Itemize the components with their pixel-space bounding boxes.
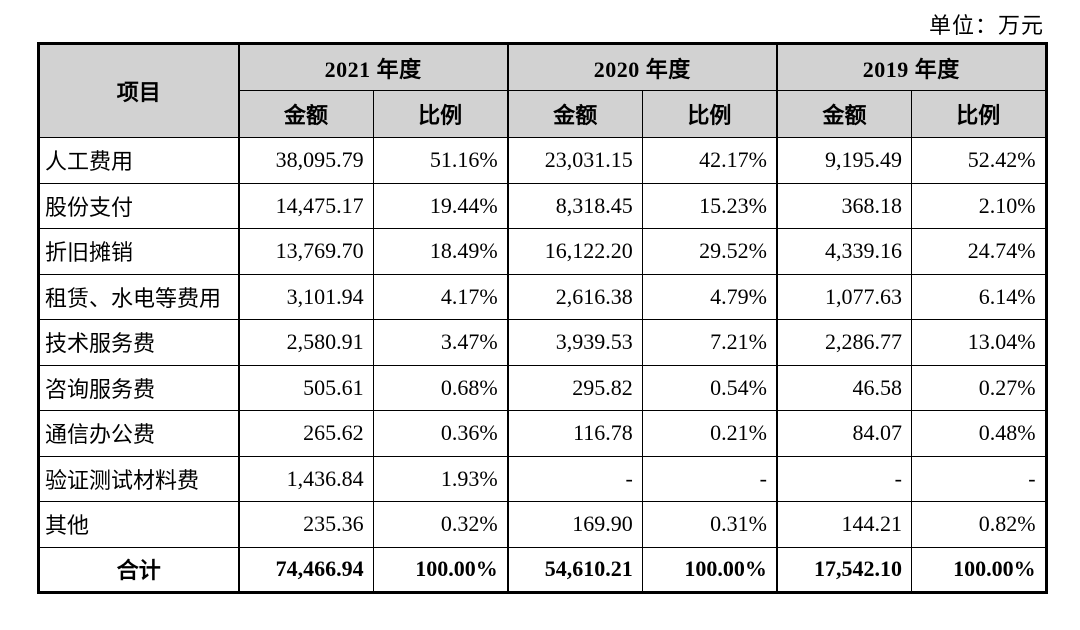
cell-ratio-2021: 51.16% [372,137,509,184]
cell-ratio-2021: 18.49% [372,228,509,275]
column-header-item: 项目 [38,43,240,138]
row-item-label: 租赁、水电等费用 [38,273,240,320]
column-header-amount-2020: 金额 [506,90,643,138]
cell-amount-2021: 1,436.84 [237,455,374,502]
cell-ratio-2019: 0.48% [911,410,1047,457]
cell-amount-2019: 46.58 [775,364,912,411]
total-label: 合计 [38,546,240,593]
total-ratio-2021: 100.00% [372,546,509,593]
cell-amount-2021: 38,095.79 [237,137,374,184]
table-row: 通信办公费 265.62 0.36% 116.78 0.21% 84.07 0.… [38,410,1047,457]
table-row: 验证测试材料费 1,436.84 1.93% - - - - [38,455,1047,502]
total-amount-2020: 54,610.21 [506,546,643,593]
column-header-amount-2021: 金额 [237,90,374,138]
cell-amount-2019: 1,077.63 [775,273,912,320]
column-header-ratio-2020: 比例 [641,90,778,138]
cell-ratio-2020: 29.52% [641,228,778,275]
unit-label: 单位：万元 [928,13,1044,38]
cell-ratio-2020: 15.23% [641,182,778,229]
table-row-total: 合计 74,466.94 100.00% 54,610.21 100.00% 1… [38,546,1047,593]
header-row-subcolumns: 金额 比例 金额 比例 金额 比例 [39,90,1047,138]
row-item-label: 技术服务费 [38,319,240,366]
cell-amount-2021: 235.36 [237,501,374,548]
header-row-years: 项目 2021 年度 2020 年度 2019 年度 [38,43,1047,138]
column-header-year-2019: 2019 年度 [775,43,1047,91]
column-header-year-2021: 2021 年度 [237,43,509,91]
cell-amount-2019: 144.21 [775,501,912,548]
cell-ratio-2020: 0.31% [641,501,778,548]
cell-amount-2019: - [775,455,912,502]
cell-ratio-2020: 0.54% [641,364,778,411]
cell-ratio-2021: 3.47% [372,319,509,366]
row-item-label: 通信办公费 [38,410,240,457]
total-amount-2021: 74,466.94 [237,546,374,593]
cell-ratio-2019: 0.82% [911,501,1047,548]
cell-amount-2021: 3,101.94 [237,273,374,320]
cell-ratio-2019: 52.42% [911,137,1047,184]
cell-amount-2019: 2,286.77 [775,319,912,366]
cell-amount-2020: 2,616.38 [506,273,643,320]
row-item-label: 折旧摊销 [38,228,240,275]
column-header-ratio-2019: 比例 [911,90,1047,138]
row-item-label: 股份支付 [38,182,240,229]
table-row: 人工费用 38,095.79 51.16% 23,031.15 42.17% 9… [38,137,1047,184]
column-header-amount-2019: 金额 [775,90,912,138]
cell-amount-2020: 169.90 [506,501,643,548]
table-row: 咨询服务费 505.61 0.68% 295.82 0.54% 46.58 0.… [38,364,1047,411]
cell-amount-2019: 84.07 [775,410,912,457]
cell-amount-2021: 505.61 [237,364,374,411]
cell-ratio-2021: 19.44% [372,182,509,229]
cell-ratio-2020: 42.17% [641,137,778,184]
cell-amount-2020: 295.82 [506,364,643,411]
total-amount-2019: 17,542.10 [775,546,912,593]
table-row: 其他 235.36 0.32% 169.90 0.31% 144.21 0.82… [38,501,1047,548]
cell-amount-2019: 4,339.16 [775,228,912,275]
cell-ratio-2021: 0.36% [372,410,509,457]
row-item-label: 其他 [38,501,240,548]
expense-breakdown-table: 项目 2021 年度 2020 年度 2019 年度 金额 比例 金额 比例 金… [37,42,1048,594]
table-row: 折旧摊销 13,769.70 18.49% 16,122.20 29.52% 4… [38,228,1047,275]
cell-ratio-2019: 6.14% [911,273,1047,320]
cell-ratio-2021: 1.93% [372,455,509,502]
cell-amount-2021: 13,769.70 [237,228,374,275]
cell-amount-2021: 265.62 [237,410,374,457]
table-row: 技术服务费 2,580.91 3.47% 3,939.53 7.21% 2,28… [38,319,1047,366]
cell-ratio-2019: 13.04% [911,319,1047,366]
total-ratio-2019: 100.00% [911,546,1047,593]
cell-ratio-2020: 0.21% [641,410,778,457]
cell-amount-2019: 9,195.49 [775,137,912,184]
cell-amount-2020: 116.78 [506,410,643,457]
cell-amount-2020: 23,031.15 [506,137,643,184]
row-item-label: 咨询服务费 [38,364,240,411]
cell-amount-2021: 2,580.91 [237,319,374,366]
cell-amount-2020: 8,318.45 [506,182,643,229]
cell-ratio-2019: 0.27% [911,364,1047,411]
cell-ratio-2020: - [641,455,778,502]
cell-ratio-2021: 0.32% [372,501,509,548]
cell-ratio-2019: - [911,455,1047,502]
cell-amount-2021: 14,475.17 [237,182,374,229]
cell-ratio-2021: 4.17% [372,273,509,320]
total-ratio-2020: 100.00% [641,546,778,593]
cell-ratio-2019: 24.74% [911,228,1047,275]
cell-ratio-2021: 0.68% [372,364,509,411]
cell-amount-2019: 368.18 [775,182,912,229]
column-header-year-2020: 2020 年度 [506,43,778,91]
cell-ratio-2020: 4.79% [641,273,778,320]
cell-amount-2020: 3,939.53 [506,319,643,366]
table-row: 租赁、水电等费用 3,101.94 4.17% 2,616.38 4.79% 1… [38,273,1047,320]
cell-ratio-2020: 7.21% [641,319,778,366]
row-item-label: 验证测试材料费 [38,455,240,502]
cell-amount-2020: 16,122.20 [506,228,643,275]
row-item-label: 人工费用 [38,137,240,184]
table-row: 股份支付 14,475.17 19.44% 8,318.45 15.23% 36… [38,182,1047,229]
cell-amount-2020: - [506,455,643,502]
column-header-ratio-2021: 比例 [372,90,509,138]
cell-ratio-2019: 2.10% [911,182,1047,229]
